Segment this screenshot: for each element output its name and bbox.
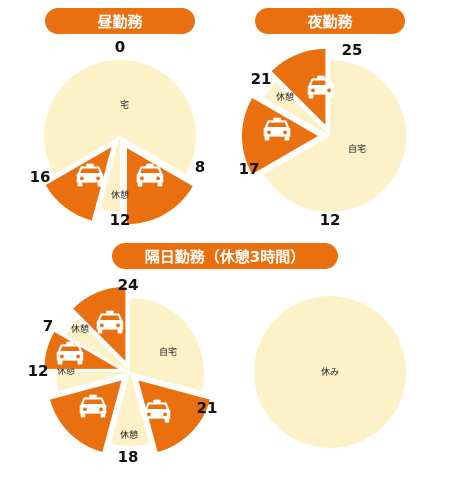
pie-3-segment-4 (50, 380, 122, 452)
pie-2-segment-1-label: 自宅 (348, 143, 366, 155)
pie-3-segment-1-label: 自宅 (159, 346, 177, 358)
pie-1-hour-label: 8 (195, 158, 205, 176)
taxi-icon (79, 394, 107, 418)
pie-2-hour-label: 25 (342, 41, 363, 59)
pie-1-hour-label: 0 (115, 38, 125, 56)
taxi-icon (307, 75, 335, 99)
pie-3-segment-2 (138, 380, 210, 452)
pie-4-segment-1 (254, 296, 406, 448)
pie-3-hour-label: 18 (118, 448, 139, 466)
pie-3-hour-label: 12 (28, 362, 49, 380)
pie-2-hour-label: 17 (239, 160, 260, 178)
pie-3-segment-1 (130, 298, 204, 392)
pie-2-segment-4 (271, 48, 326, 125)
pie-chart-1: 自宅休憩081216 (30, 38, 206, 229)
pie-2-segment-1 (264, 60, 406, 212)
pie-2-hour-label: 12 (320, 211, 341, 229)
pie-3-segment-3 (110, 372, 150, 446)
taxi-icon (143, 399, 171, 423)
taxi-icon (96, 310, 124, 334)
title-night-shift: 夜勤務 (255, 8, 405, 34)
pie-1-segment-3 (100, 136, 120, 212)
pie-3-segment-7 (65, 319, 130, 372)
pie-chart-4: 休み (254, 296, 406, 448)
pie-3-segment-3-label: 休憩 (120, 429, 138, 441)
pie-1-hour-label: 12 (110, 211, 131, 229)
pie-3-hour-label: 24 (118, 276, 139, 294)
taxi-icon (76, 163, 104, 187)
pie-1-segment-1 (120, 60, 196, 174)
pie-1-segment-5 (43, 60, 120, 174)
pie-4-segment-1-label: 休み (321, 366, 339, 378)
taxi-icon (56, 341, 84, 365)
pie-1-segment-3-label: 休憩 (111, 189, 129, 201)
pie-3-hour-label: 21 (197, 399, 218, 417)
pie-1-hour-label: 16 (30, 168, 51, 186)
pie-2-hour-label: 21 (251, 70, 272, 88)
pie-2-segment-3 (264, 82, 330, 136)
title-alternate-day-shift: 隔日勤務（休憩3時間） (112, 243, 338, 269)
pie-3-segment-5 (56, 372, 130, 392)
pie-2-segment-3-label: 休憩 (276, 91, 294, 103)
title-day-shift: 昼勤務 (45, 8, 195, 34)
pie-chart-2: 自宅 休憩 25 21 17 12 (239, 41, 406, 229)
taxi-icon (136, 163, 164, 187)
pie-3-hour-label: 7 (43, 317, 53, 335)
taxi-icon (263, 117, 291, 141)
pie-3-segment-7-label: 休憩 (71, 323, 89, 335)
